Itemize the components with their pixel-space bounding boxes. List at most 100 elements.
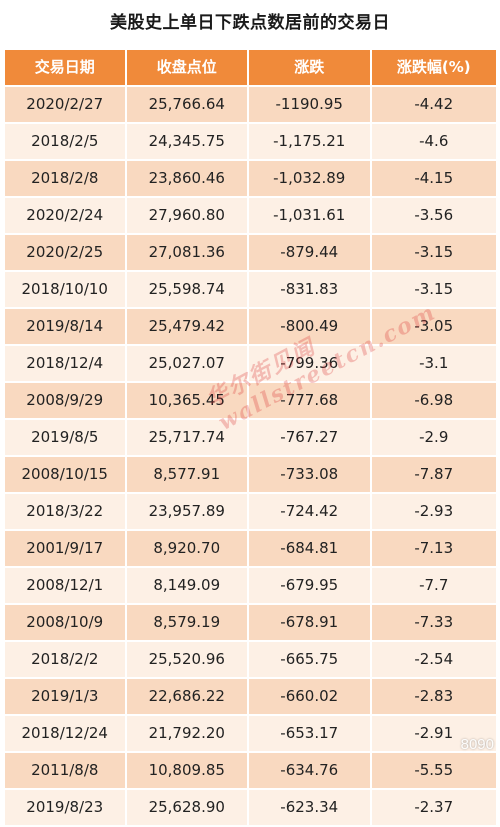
change-pct-cell: -2.37 <box>371 790 496 825</box>
date-cell: 2020/2/25 <box>5 235 125 270</box>
change-pct-cell: -2.9 <box>371 420 496 455</box>
close-cell: 10,809.85 <box>126 753 247 788</box>
close-cell: 25,717.74 <box>126 420 247 455</box>
date-cell: 2008/9/29 <box>5 383 125 418</box>
change-cell: -665.75 <box>249 642 370 677</box>
change-cell: -767.27 <box>249 420 370 455</box>
change-cell: -724.42 <box>249 494 370 529</box>
change-pct-cell: -7.13 <box>371 531 496 566</box>
change-pct-cell: -3.15 <box>371 235 496 270</box>
table-row: 2008/12/1 8,149.09 -679.95 -7.7 <box>5 568 496 603</box>
table-row: 2018/2/5 24,345.75 -1,175.21 -4.6 <box>5 124 496 159</box>
change-cell: -831.83 <box>249 272 370 307</box>
change-cell: -679.95 <box>249 568 370 603</box>
close-cell: 8,149.09 <box>126 568 247 603</box>
close-cell: 8,579.19 <box>126 605 247 640</box>
close-cell: 21,792.20 <box>126 716 247 751</box>
change-pct-cell: -2.93 <box>371 494 496 529</box>
change-cell: -1190.95 <box>249 87 370 122</box>
table-row: 2020/2/24 27,960.80 -1,031.61 -3.56 <box>5 198 496 233</box>
date-cell: 2008/12/1 <box>5 568 125 603</box>
date-cell: 2018/10/10 <box>5 272 125 307</box>
table-row: 2018/12/24 21,792.20 -653.17 -2.91 <box>5 716 496 751</box>
table-row: 2019/8/14 25,479.42 -800.49 -3.05 <box>5 309 496 344</box>
change-pct-cell: -3.56 <box>371 198 496 233</box>
close-cell: 25,520.96 <box>126 642 247 677</box>
close-cell: 24,345.75 <box>126 124 247 159</box>
change-cell: -653.17 <box>249 716 370 751</box>
table-row: 2011/8/8 10,809.85 -634.76 -5.55 <box>5 753 496 788</box>
close-cell: 23,957.89 <box>126 494 247 529</box>
change-pct-cell: -5.55 <box>371 753 496 788</box>
table-row: 2019/1/3 22,686.22 -660.02 -2.83 <box>5 679 496 714</box>
close-cell: 10,365.45 <box>126 383 247 418</box>
table-row: 2019/8/23 25,628.90 -623.34 -2.37 <box>5 790 496 825</box>
column-header-change-pct: 涨跌幅(%) <box>371 50 496 85</box>
column-header-change: 涨跌 <box>249 50 370 85</box>
change-cell: -634.76 <box>249 753 370 788</box>
change-pct-cell: -3.1 <box>371 346 496 381</box>
table-row: 2001/9/17 8,920.70 -684.81 -7.13 <box>5 531 496 566</box>
table-row: 2018/2/8 23,860.46 -1,032.89 -4.15 <box>5 161 496 196</box>
date-cell: 2020/2/27 <box>5 87 125 122</box>
close-cell: 22,686.22 <box>126 679 247 714</box>
close-cell: 27,081.36 <box>126 235 247 270</box>
date-cell: 2001/9/17 <box>5 531 125 566</box>
change-cell: -684.81 <box>249 531 370 566</box>
change-pct-cell: -2.83 <box>371 679 496 714</box>
table-row: 2008/9/29 10,365.45 -777.68 -6.98 <box>5 383 496 418</box>
page-title: 美股史上单日下跌点数居前的交易日 <box>110 13 390 33</box>
change-pct-cell: -7.87 <box>371 457 496 492</box>
table-row: 2018/3/22 23,957.89 -724.42 -2.93 <box>5 494 496 529</box>
close-cell: 8,577.91 <box>126 457 247 492</box>
column-header-close: 收盘点位 <box>126 50 247 85</box>
table-row: 2018/12/4 25,027.07 -799.36 -3.1 <box>5 346 496 381</box>
change-pct-cell: -7.7 <box>371 568 496 603</box>
table-row: 2019/8/5 25,717.74 -767.27 -2.9 <box>5 420 496 455</box>
date-cell: 2019/8/5 <box>5 420 125 455</box>
date-cell: 2008/10/15 <box>5 457 125 492</box>
date-cell: 2018/2/5 <box>5 124 125 159</box>
change-pct-cell: -6.98 <box>371 383 496 418</box>
change-cell: -1,032.89 <box>249 161 370 196</box>
date-cell: 2018/2/2 <box>5 642 125 677</box>
change-pct-cell: -3.15 <box>371 272 496 307</box>
table-row: 2018/2/2 25,520.96 -665.75 -2.54 <box>5 642 496 677</box>
close-cell: 27,960.80 <box>126 198 247 233</box>
close-cell: 25,598.74 <box>126 272 247 307</box>
date-cell: 2011/8/8 <box>5 753 125 788</box>
close-cell: 25,766.64 <box>126 87 247 122</box>
change-cell: -799.36 <box>249 346 370 381</box>
change-pct-cell: -4.42 <box>371 87 496 122</box>
change-pct-cell: -3.05 <box>371 309 496 344</box>
close-cell: 23,860.46 <box>126 161 247 196</box>
date-cell: 2019/8/23 <box>5 790 125 825</box>
change-cell: -678.91 <box>249 605 370 640</box>
table-row: 2020/2/27 25,766.64 -1190.95 -4.42 <box>5 87 496 122</box>
date-cell: 2008/10/9 <box>5 605 125 640</box>
change-pct-cell: -7.33 <box>371 605 496 640</box>
date-cell: 2018/12/24 <box>5 716 125 751</box>
table-row: 2008/10/9 8,579.19 -678.91 -7.33 <box>5 605 496 640</box>
change-pct-cell: -4.15 <box>371 161 496 196</box>
table-row: 2008/10/15 8,577.91 -733.08 -7.87 <box>5 457 496 492</box>
table-header-row: 交易日期 收盘点位 涨跌 涨跌幅(%) <box>5 50 496 85</box>
close-cell: 25,628.90 <box>126 790 247 825</box>
close-cell: 25,027.07 <box>126 346 247 381</box>
column-header-date: 交易日期 <box>5 50 125 85</box>
date-cell: 2018/12/4 <box>5 346 125 381</box>
change-cell: -623.34 <box>249 790 370 825</box>
change-cell: -733.08 <box>249 457 370 492</box>
change-pct-cell: -4.6 <box>371 124 496 159</box>
change-pct-cell: -2.54 <box>371 642 496 677</box>
change-pct-cell: -2.91 <box>371 716 496 751</box>
table-row: 2020/2/25 27,081.36 -879.44 -3.15 <box>5 235 496 270</box>
date-cell: 2019/1/3 <box>5 679 125 714</box>
change-cell: -777.68 <box>249 383 370 418</box>
date-cell: 2018/2/8 <box>5 161 125 196</box>
change-cell: -800.49 <box>249 309 370 344</box>
change-cell: -1,175.21 <box>249 124 370 159</box>
table-row: 2018/10/10 25,598.74 -831.83 -3.15 <box>5 272 496 307</box>
date-cell: 2019/8/14 <box>5 309 125 344</box>
change-cell: -660.02 <box>249 679 370 714</box>
